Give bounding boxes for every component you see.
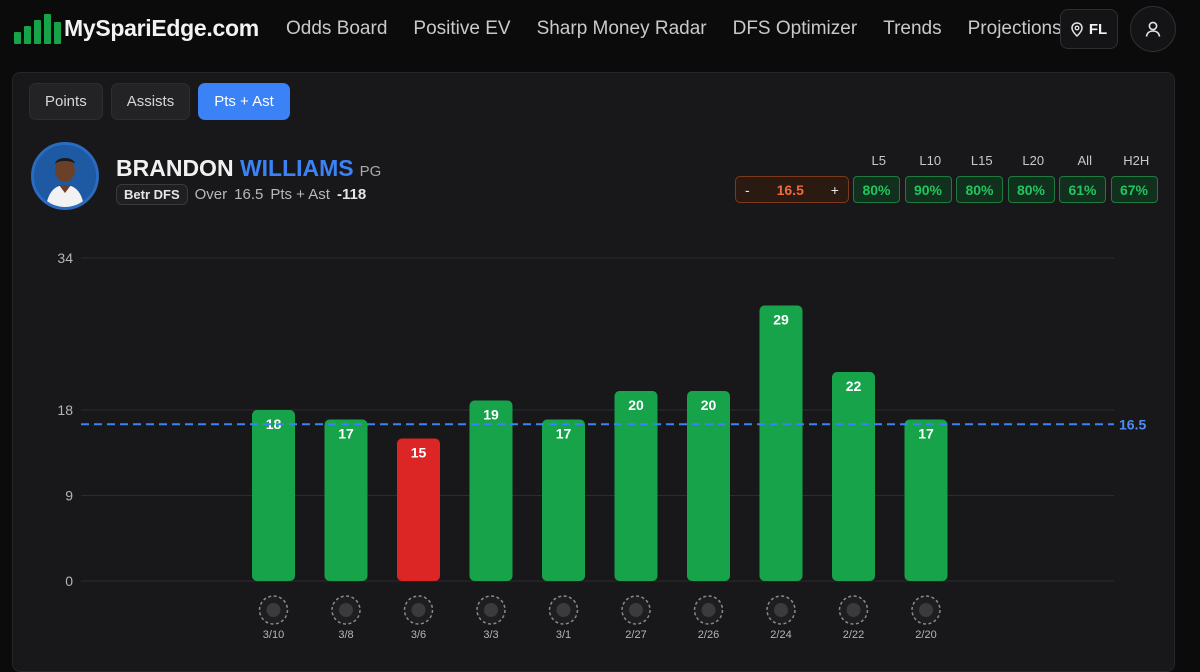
game-date-label: 2/26: [698, 629, 719, 641]
hit-rate-label: L15: [970, 153, 993, 168]
game-date-label: 3/6: [411, 629, 426, 641]
hit-rate-label: L20: [1022, 153, 1045, 168]
nav-link-projections[interactable]: Projections: [967, 18, 1062, 39]
opponent-logo-mark: [629, 603, 643, 617]
hit-rate-values: 80% 90% 80% 80% 61% 67%: [853, 176, 1158, 203]
bar: [324, 419, 368, 581]
line-increase-button[interactable]: +: [830, 181, 839, 198]
bar: [687, 391, 730, 581]
opponent-logo-mark: [774, 603, 788, 617]
location-pin-icon: [1071, 21, 1083, 37]
game-date-label: 3/3: [483, 629, 498, 641]
threshold-label: 16.5: [1119, 416, 1146, 432]
bar-value-label: 17: [338, 426, 354, 442]
bar-value-label: 20: [701, 397, 717, 413]
player-position: PG: [359, 163, 382, 180]
location-label: FL: [1088, 20, 1108, 38]
player-avatar: [31, 142, 99, 210]
prop-odds: -118: [336, 186, 367, 203]
opponent-logo-mark: [266, 603, 281, 617]
y-tick-label: 34: [57, 250, 73, 266]
bar: [832, 372, 875, 581]
nav-link-positive-ev[interactable]: Positive EV: [413, 18, 511, 39]
tab-points[interactable]: Points: [29, 83, 103, 120]
bar: [759, 305, 803, 581]
line-decrease-button[interactable]: -: [745, 181, 750, 198]
game-date-label: 2/22: [843, 629, 864, 641]
hit-rate-label: All: [1077, 153, 1092, 168]
nav-link-trends[interactable]: Trends: [883, 18, 942, 39]
game-date-label: 2/20: [915, 629, 936, 641]
prop-summary: Betr DFS Over 16.5 Pts + Ast -118: [116, 184, 366, 205]
bar: [904, 419, 948, 581]
bar: [614, 391, 658, 581]
hit-rate-label: L5: [871, 153, 886, 168]
hit-rate-labels: L5 L10 L15 L20 All H2H: [853, 153, 1162, 168]
bar: [252, 410, 295, 581]
brand-logo-icon[interactable]: [14, 14, 61, 44]
bar-value-label: 18: [266, 416, 282, 432]
location-button[interactable]: FL: [1060, 9, 1118, 49]
bar-value-label: 20: [628, 397, 644, 413]
market-tabs: Points Assists Pts + Ast: [29, 83, 290, 120]
prop-market: Pts + Ast: [270, 186, 330, 203]
opponent-logo-mark: [846, 603, 861, 617]
bar-value-label: 17: [556, 426, 572, 442]
opponent-logo-mark: [484, 603, 498, 617]
y-tick-label: 18: [57, 402, 73, 418]
opponent-logo-mark: [411, 603, 426, 617]
user-icon: [1145, 21, 1161, 37]
player-first-name: BRANDON: [116, 155, 234, 181]
bar-value-label: 15: [411, 445, 427, 461]
bar-value-label: 29: [773, 312, 789, 328]
brand-name[interactable]: MySpariEdge.com: [64, 15, 259, 41]
bar-value-label: 19: [483, 407, 499, 423]
hit-rate-value[interactable]: 61%: [1059, 176, 1106, 203]
hit-rate-value[interactable]: 67%: [1110, 176, 1158, 203]
y-tick-label: 0: [65, 573, 73, 589]
nav-links: Odds Board Positive EV Sharp Money Radar…: [286, 18, 1088, 40]
player-name: BRANDON WILLIAMS PG: [116, 155, 381, 182]
line-value: 16.5: [776, 181, 804, 198]
user-account-button[interactable]: [1130, 6, 1176, 52]
tab-pts-ast[interactable]: Pts + Ast: [198, 83, 290, 120]
nav-link-dfs-optimizer[interactable]: DFS Optimizer: [732, 18, 858, 39]
hit-rate-value[interactable]: 80%: [853, 176, 900, 203]
sportsbook-badge: Betr DFS: [116, 184, 188, 205]
hit-rate-value[interactable]: 80%: [1007, 176, 1055, 203]
player-headshot-icon: [34, 145, 96, 207]
tab-assists[interactable]: Assists: [110, 83, 191, 120]
bar: [397, 438, 440, 581]
opponent-logo-mark: [556, 603, 571, 617]
bar: [469, 400, 513, 581]
game-date-label: 3/1: [556, 629, 571, 641]
game-log-bar-chart: 0 9 18 34 18 3/10 17 3/8 15 3/6 19 3/3 17 3/1 20 2/27 20…: [57, 250, 1146, 641]
game-date-label: 2/27: [625, 629, 646, 641]
bar-value-label: 17: [918, 426, 934, 442]
y-tick-label: 9: [65, 488, 73, 504]
nav-link-odds-board[interactable]: Odds Board: [286, 18, 388, 39]
game-date-label: 3/10: [263, 629, 284, 641]
prop-side: Over: [194, 186, 228, 203]
opponent-logo-mark: [701, 603, 716, 617]
opponent-logo-mark: [339, 603, 353, 617]
game-date-label: 2/24: [770, 629, 791, 641]
game-date-label: 3/8: [338, 629, 353, 641]
hit-rate-label: L10: [919, 153, 942, 168]
hit-rate-value[interactable]: 90%: [904, 176, 952, 203]
nav-link-sharp-money-radar[interactable]: Sharp Money Radar: [536, 18, 707, 39]
prop-line: 16.5: [234, 186, 264, 203]
hit-rate-value[interactable]: 80%: [956, 176, 1003, 203]
player-prop-panel: Points Assists Pts + Ast BRANDON WILLIAM…: [12, 72, 1175, 672]
bar: [542, 419, 585, 581]
top-navigation: MySpariEdge.com Odds Board Positive EV S…: [0, 0, 1200, 58]
hit-rate-label: H2H: [1123, 153, 1150, 168]
bar-value-label: 22: [846, 378, 862, 394]
line-adjuster: - 16.5 +: [735, 176, 849, 203]
player-last-name: WILLIAMS: [239, 155, 354, 181]
opponent-logo-mark: [919, 603, 933, 617]
